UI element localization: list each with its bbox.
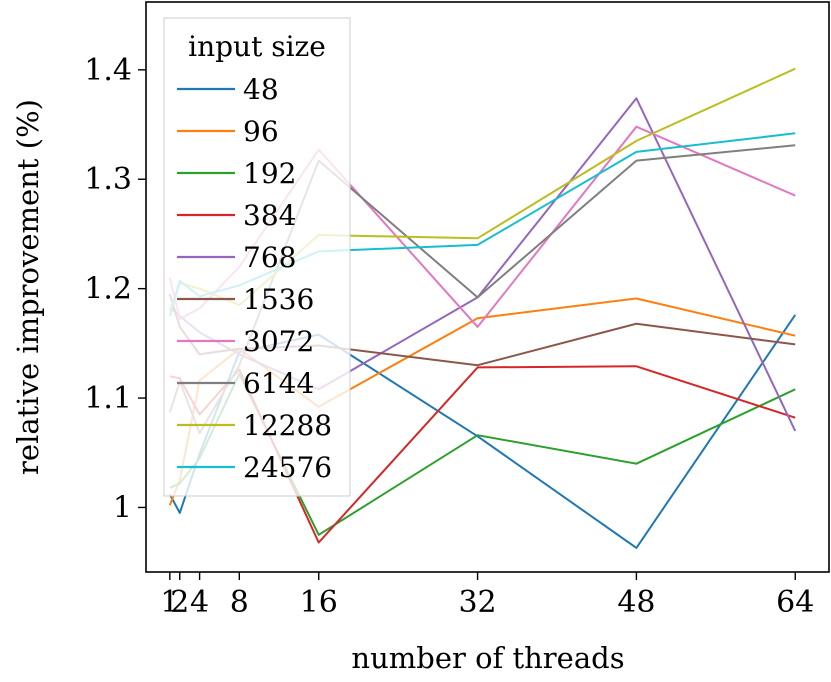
x-tick-label-1: 1 [160,585,179,620]
legend-items: 48 96 192 384 768 1536 3072 6144 12288 24576 [177,73,332,484]
y-axis-label: relative improvement (%) [11,99,45,475]
legend-label-96: 96 [243,115,279,148]
x-tick-label-4: 4 [190,585,209,620]
x-tick-label-8: 8 [230,585,249,620]
legend: input size 48 96 192 384 768 1536 3072 6144 1228… [163,17,351,497]
legend-label-1536: 1536 [243,283,314,316]
y-tick-label-1: 1 [113,490,132,525]
legend-label-384: 384 [243,199,296,232]
legend-label-768: 768 [243,241,296,274]
x-axis: 12 4 8 16 32 48 64 [160,572,814,620]
y-axis: 1 1.1 1.2 1.3 1.4 [84,53,146,525]
legend-title: input size [188,30,326,63]
legend-label-3072: 3072 [243,325,314,358]
legend-label-6144: 6144 [243,367,314,400]
y-tick-label-1.3: 1.3 [84,162,132,197]
x-axis-label: number of threads [351,641,624,675]
x-tick-label-48: 48 [617,585,655,620]
y-tick-label-1.2: 1.2 [84,272,132,307]
y-tick-label-1.1: 1.1 [84,381,132,416]
x-tick-label-32: 32 [458,585,496,620]
x-tick-label-64: 64 [776,585,814,620]
y-tick-label-1.4: 1.4 [84,53,132,88]
legend-label-24576: 24576 [243,451,332,484]
legend-label-12288: 12288 [243,409,332,442]
plot-frame [145,1,830,573]
x-tick-label-2: 2 [170,585,189,620]
legend-label-192: 192 [243,157,296,190]
legend-label-48: 48 [243,73,279,106]
x-tick-label-16: 16 [300,585,338,620]
